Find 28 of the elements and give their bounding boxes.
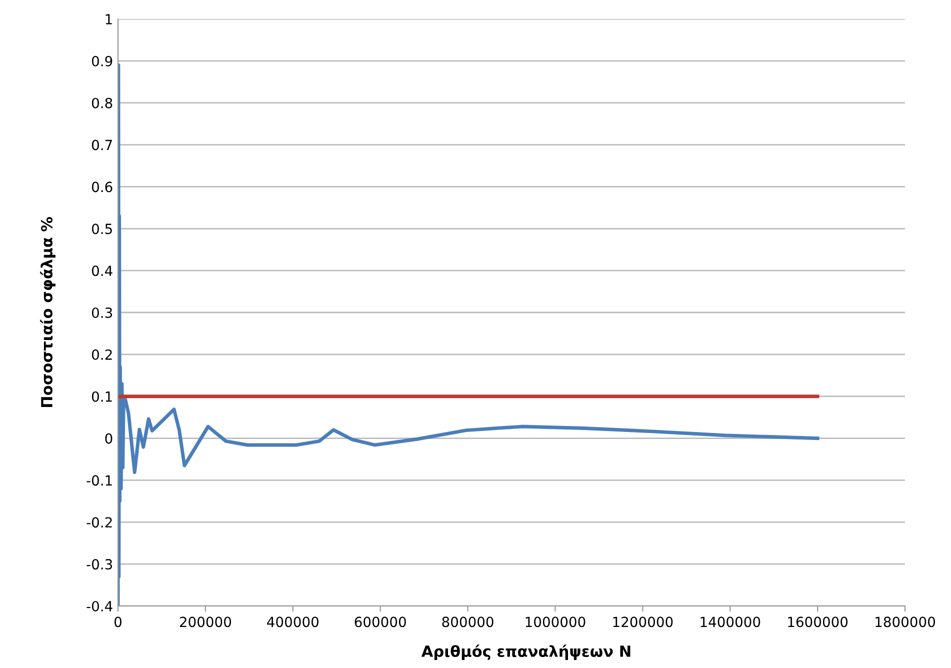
line-series xyxy=(118,63,820,606)
y-tick-label: -0.3 xyxy=(86,559,112,570)
y-tick-label: 1 xyxy=(106,14,112,24)
y-tick-label: 0.1 xyxy=(92,391,112,402)
x-tick-label: 600000 xyxy=(354,616,406,628)
y-tick-label: 0 xyxy=(105,433,112,444)
x-tick-label: 1000000 xyxy=(526,616,586,628)
x-tick-label: 400000 xyxy=(267,616,318,628)
y-tick-label: 0.5 xyxy=(92,224,112,234)
x-tick-label: 0 xyxy=(114,616,122,628)
y-tick-label: 0.8 xyxy=(92,98,112,108)
y-tick-label: 0.6 xyxy=(92,182,112,192)
y-tick-label: 0.7 xyxy=(92,140,112,150)
y-tick-label: 0.2 xyxy=(92,349,112,360)
x-tick-label: 1800000 xyxy=(876,616,936,628)
x-axis-title: Αριθμός επαναλήψεων N xyxy=(421,644,630,660)
x-tick-label: 200000 xyxy=(180,616,232,628)
y-tick-label: -0.2 xyxy=(86,517,112,528)
x-tick-label: 1600000 xyxy=(788,616,848,628)
y-tick-label: 0.3 xyxy=(92,307,112,318)
y-tick-label: 0.4 xyxy=(92,266,112,276)
x-tick-label: 1400000 xyxy=(700,616,760,628)
y-tick-label: -0.1 xyxy=(86,475,112,486)
y-axis-title: Ποσοστιαίο σφάλμα % xyxy=(40,217,56,408)
x-tick-label: 1200000 xyxy=(613,616,673,628)
y-tick-label: -0.4 xyxy=(86,600,112,612)
x-tick-label: 800000 xyxy=(442,616,494,628)
y-tick-label: 0.9 xyxy=(92,56,112,66)
